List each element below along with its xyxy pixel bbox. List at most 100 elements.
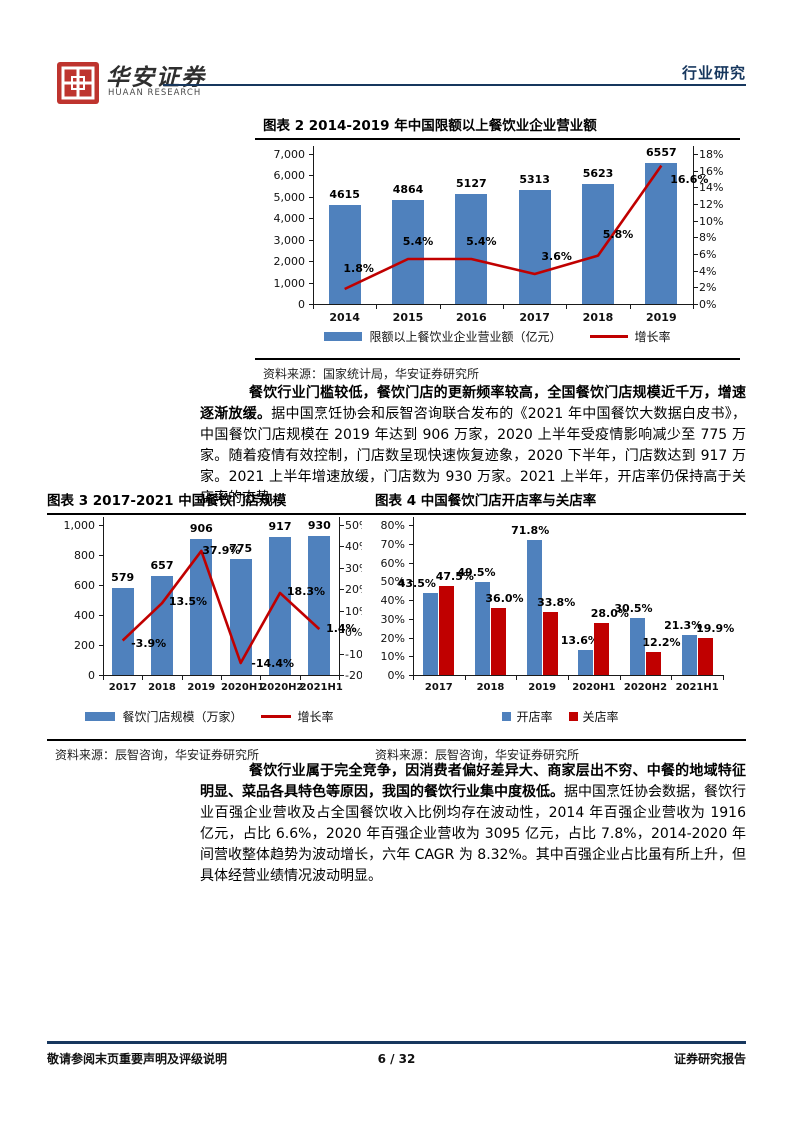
line-value-label: -14.4% bbox=[251, 657, 295, 670]
axis-tick bbox=[103, 676, 104, 680]
left-axis-tick-label: 0 bbox=[88, 669, 95, 682]
x-axis-label: 2018 bbox=[476, 682, 505, 693]
right-axis-tick-label: 0% bbox=[699, 298, 717, 311]
figure3-chart: 餐饮门店规模（万家） 增长率 0 200 400 600 800 1,000 -20% -10… bbox=[47, 515, 372, 739]
axis-tick bbox=[309, 239, 313, 241]
bar-value-label: 4864 bbox=[392, 182, 424, 196]
x-axis-label: 2019 bbox=[646, 311, 677, 324]
right-axis-tick-label: 12% bbox=[699, 198, 724, 211]
x-axis-label: 2017 bbox=[519, 311, 550, 324]
axis-tick bbox=[309, 261, 313, 263]
axis-tick bbox=[413, 676, 414, 680]
axis-tick bbox=[566, 305, 568, 309]
right-axis-tick-label: 8% bbox=[699, 231, 717, 245]
left-axis-tick-label: 200 bbox=[74, 639, 95, 652]
axis-tick bbox=[409, 618, 413, 620]
paragraph2-bold: 餐饮行业属于完全竞争，因消费者偏好差异大、商家层出不穷、中餐的地域特征明显、菜品… bbox=[200, 763, 746, 800]
figure34-source-row: 资料来源：辰智咨询，华安证券研究所 资料来源：辰智咨询，华安证券研究所 bbox=[47, 739, 746, 763]
figure3-legend: 餐饮门店规模（万家） 增长率 bbox=[47, 708, 372, 725]
figure2-source: 资料来源：国家统计局，华安证券研究所 bbox=[255, 358, 740, 382]
bar bbox=[111, 588, 134, 675]
x-axis-label: 2018 bbox=[582, 311, 614, 324]
footer-report-type: 证券研究报告 bbox=[673, 1052, 746, 1066]
axis-tick bbox=[694, 154, 698, 155]
bar bbox=[630, 617, 645, 675]
left-axis-tick-label: 800 bbox=[74, 549, 95, 562]
bar bbox=[455, 194, 488, 304]
axis-tick bbox=[694, 204, 698, 205]
bar-value-label: 6557 bbox=[646, 146, 677, 160]
axis-tick bbox=[99, 615, 103, 616]
brand-subtitle: HUAAN RESEARCH bbox=[108, 88, 202, 98]
right-axis-tick-label: 40% bbox=[345, 540, 362, 554]
legend-label-growth: 增长率 bbox=[634, 330, 671, 344]
left-axis-tick-label: 600 bbox=[74, 579, 95, 592]
bar bbox=[594, 622, 610, 675]
x-axis-line bbox=[313, 304, 694, 305]
axis-tick bbox=[671, 676, 673, 680]
paragraph-concentration: 餐饮行业属于完全竞争，因消费者偏好差异大、商家层出不穷、中餐的地域特征明显、菜品… bbox=[200, 761, 746, 887]
left-axis-tick-label: 1,000 bbox=[63, 519, 96, 532]
right-axis-tick-label: 14% bbox=[699, 181, 724, 195]
right-axis-tick-label: -20% bbox=[345, 669, 362, 682]
legend-label-close-rate: 关店率 bbox=[582, 710, 619, 724]
figure34-block: 图表 3 2017-2021 中国餐饮门店规模 图表 4 中国餐饮门店开店率与关… bbox=[47, 489, 746, 763]
bar bbox=[681, 635, 697, 675]
bar bbox=[392, 199, 424, 304]
axis-tick bbox=[409, 637, 413, 639]
axis-tick bbox=[181, 676, 183, 680]
x-axis-label: 2016 bbox=[456, 311, 487, 324]
bar-value-label: 12.2% bbox=[642, 636, 681, 650]
axis-tick bbox=[340, 525, 344, 526]
bar-value-label: 5623 bbox=[582, 166, 614, 180]
bar bbox=[423, 593, 439, 675]
x-axis-label: 2020H2 bbox=[623, 682, 668, 693]
line-value-label: 3.6% bbox=[541, 250, 572, 263]
axis-tick bbox=[694, 237, 698, 239]
axis-tick bbox=[619, 676, 621, 680]
axis-tick bbox=[723, 676, 724, 680]
brand-name: 华安证券 bbox=[106, 64, 206, 91]
x-axis-label: 2021H1 bbox=[299, 682, 343, 693]
right-axis-tick-label: 6% bbox=[699, 248, 717, 261]
line-value-label: 37.9% bbox=[202, 543, 241, 557]
axis-tick bbox=[309, 154, 313, 155]
axis-tick bbox=[340, 546, 344, 548]
axis-tick bbox=[409, 675, 413, 676]
bar-value-label: 71.8% bbox=[511, 524, 550, 538]
axis-tick bbox=[694, 304, 698, 305]
bar bbox=[269, 537, 291, 675]
axis-tick bbox=[568, 676, 569, 680]
axis-tick bbox=[409, 525, 413, 526]
huaan-seal-logo bbox=[57, 62, 99, 104]
x-axis-label: 2018 bbox=[148, 682, 176, 693]
bar bbox=[475, 582, 490, 675]
axis-tick bbox=[99, 645, 103, 646]
axis-tick bbox=[694, 287, 698, 289]
x-axis-label: 2017 bbox=[424, 682, 453, 693]
axis-tick bbox=[694, 187, 698, 189]
legend-label-revenue: 限额以上餐饮业企业营业额（亿元） bbox=[369, 330, 562, 344]
left-axis-tick-label: 70% bbox=[380, 537, 405, 551]
right-axis-tick-label: 2% bbox=[699, 281, 717, 295]
figure3-title: 图表 3 2017-2021 中国餐饮门店规模 bbox=[47, 493, 287, 509]
axis-tick bbox=[313, 305, 314, 309]
line-value-label: 16.6% bbox=[670, 172, 709, 186]
right-axis-tick-label: 18% bbox=[699, 148, 724, 161]
left-axis-tick-label: 10% bbox=[380, 650, 405, 664]
bar-value-label: 36.0% bbox=[485, 591, 524, 605]
left-axis-tick-label: 60% bbox=[380, 556, 405, 570]
left-axis-tick-label: 20% bbox=[380, 631, 405, 645]
bar bbox=[526, 540, 542, 675]
axis-tick bbox=[340, 589, 344, 591]
left-axis-line bbox=[313, 146, 314, 305]
right-axis-tick-label: 10% bbox=[345, 604, 362, 618]
left-axis-tick-label: 6,000 bbox=[273, 169, 306, 183]
left-axis-tick-label: 40% bbox=[380, 594, 405, 607]
bar-value-label: 43.5% bbox=[397, 577, 436, 591]
bar bbox=[578, 649, 594, 675]
footer-divider bbox=[47, 1041, 746, 1044]
axis-tick bbox=[339, 676, 340, 680]
axis-tick bbox=[299, 676, 301, 680]
header-divider bbox=[163, 84, 746, 86]
